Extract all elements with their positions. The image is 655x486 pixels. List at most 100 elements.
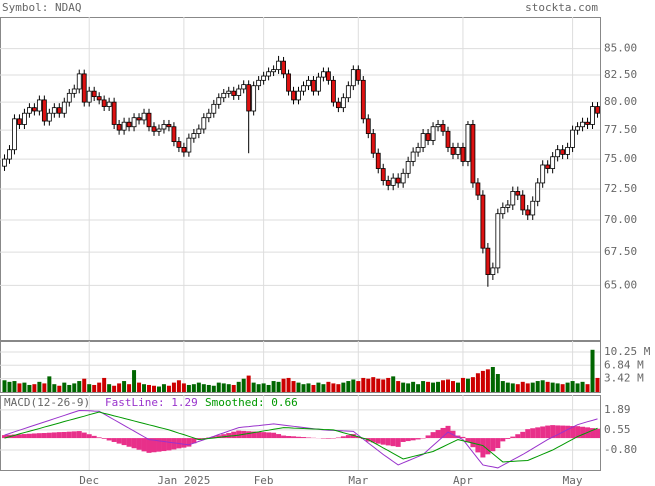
volume-bar (311, 384, 316, 392)
volume-bar (276, 381, 281, 392)
candle-body (2, 158, 7, 167)
candle-body (196, 128, 202, 134)
macd-histogram-bar (226, 433, 232, 439)
candle-body (400, 172, 406, 184)
macd-histogram-bar (555, 425, 561, 439)
volume-bar (450, 381, 455, 392)
candle-body (301, 85, 306, 92)
candle-body (590, 106, 595, 125)
macd-histogram-bar (325, 438, 331, 439)
candle-body (246, 84, 252, 112)
volume-bar (256, 384, 261, 392)
volume-bar (371, 377, 376, 392)
candle-body (7, 149, 12, 160)
volume-bar (291, 381, 296, 392)
volume-bar (166, 385, 171, 392)
candle-body (231, 90, 237, 96)
volume-bar (326, 381, 331, 392)
candle-body (525, 209, 531, 216)
candle-body (395, 177, 401, 184)
volume-bar (500, 381, 505, 392)
macd-histogram-bar (181, 438, 187, 448)
macd-histogram-bar (166, 438, 172, 451)
volume-bar (72, 383, 77, 392)
macd-histogram-bar (515, 434, 521, 439)
macd-histogram-bar (490, 438, 496, 452)
macd-histogram-bar (211, 436, 217, 439)
candle-body (405, 161, 411, 174)
volume-bar (77, 381, 82, 392)
volume-bar (286, 377, 291, 392)
macd-histogram-bar (410, 438, 416, 441)
candle-body (505, 204, 511, 208)
macd-histogram-bar (111, 438, 117, 442)
volume-bar (62, 382, 67, 392)
candle-body (370, 133, 376, 154)
candle-body (326, 71, 331, 81)
macd-histogram-bar (375, 438, 381, 444)
candle-body (450, 146, 456, 155)
macd-histogram-bar (570, 426, 576, 439)
volume-bar (411, 381, 416, 392)
volume-bar (97, 382, 102, 392)
macd-histogram-bar (550, 425, 556, 439)
macd-histogram-bar (440, 427, 446, 439)
macd-histogram-bar (61, 431, 67, 439)
volume-bar (565, 382, 570, 392)
volume-bar (251, 382, 256, 392)
candle-body (495, 213, 501, 269)
volume-bar (17, 383, 22, 392)
volume-bar (52, 384, 57, 392)
macd-histogram-bar (435, 430, 441, 439)
candle-body (585, 121, 590, 125)
candle-body (131, 117, 137, 128)
candle-body (191, 133, 197, 139)
macd-histogram-bar (301, 437, 306, 439)
volume-bar (555, 383, 560, 392)
y-tick-label: 10.25 M (604, 345, 651, 358)
volume-bar (261, 383, 266, 392)
volume-bar (336, 384, 341, 392)
candle-body (330, 79, 336, 103)
candle-body (296, 90, 301, 101)
candle-body (580, 121, 585, 128)
macd-histogram-bar (31, 433, 37, 439)
volume-bar (470, 377, 475, 392)
volume-bar (7, 381, 12, 392)
candle-body (96, 96, 102, 101)
volume-bar (590, 349, 595, 392)
volume-bar (92, 384, 97, 392)
candle-body (206, 112, 212, 119)
volume-bar (595, 377, 600, 392)
volume-bar (416, 384, 421, 392)
volume-bar (67, 384, 72, 392)
candle-body (111, 101, 117, 125)
macd-histogram-bar (480, 438, 486, 458)
volume-bar (515, 384, 520, 392)
candle-body (350, 69, 356, 87)
candle-body (570, 129, 575, 148)
volume-bar (32, 384, 37, 392)
candle-body (61, 101, 67, 114)
macd-histogram-bar (286, 436, 292, 439)
volume-bar (426, 381, 431, 392)
volume-bar (366, 378, 371, 392)
y-tick-label: 0.55 (604, 423, 631, 436)
volume-bar (246, 375, 251, 392)
macd-histogram-bar (186, 438, 192, 447)
macd-histogram-bar (415, 438, 421, 440)
candle-body (211, 103, 217, 114)
macd-histogram-bar (251, 431, 257, 439)
macd-histogram-bar (221, 434, 227, 439)
volume-bar (341, 382, 346, 392)
volume-bar (446, 379, 451, 392)
candle-body (335, 101, 341, 109)
candle-body (440, 124, 446, 132)
macd-histogram-bar (146, 438, 152, 453)
macd-histogram-bar (161, 438, 167, 452)
x-tick-label: Mar (348, 474, 368, 486)
volume-bar (580, 381, 585, 392)
volume-bar (107, 384, 112, 392)
chart-title: Symbol: NDAQ (2, 1, 81, 14)
candle-body (116, 124, 122, 131)
